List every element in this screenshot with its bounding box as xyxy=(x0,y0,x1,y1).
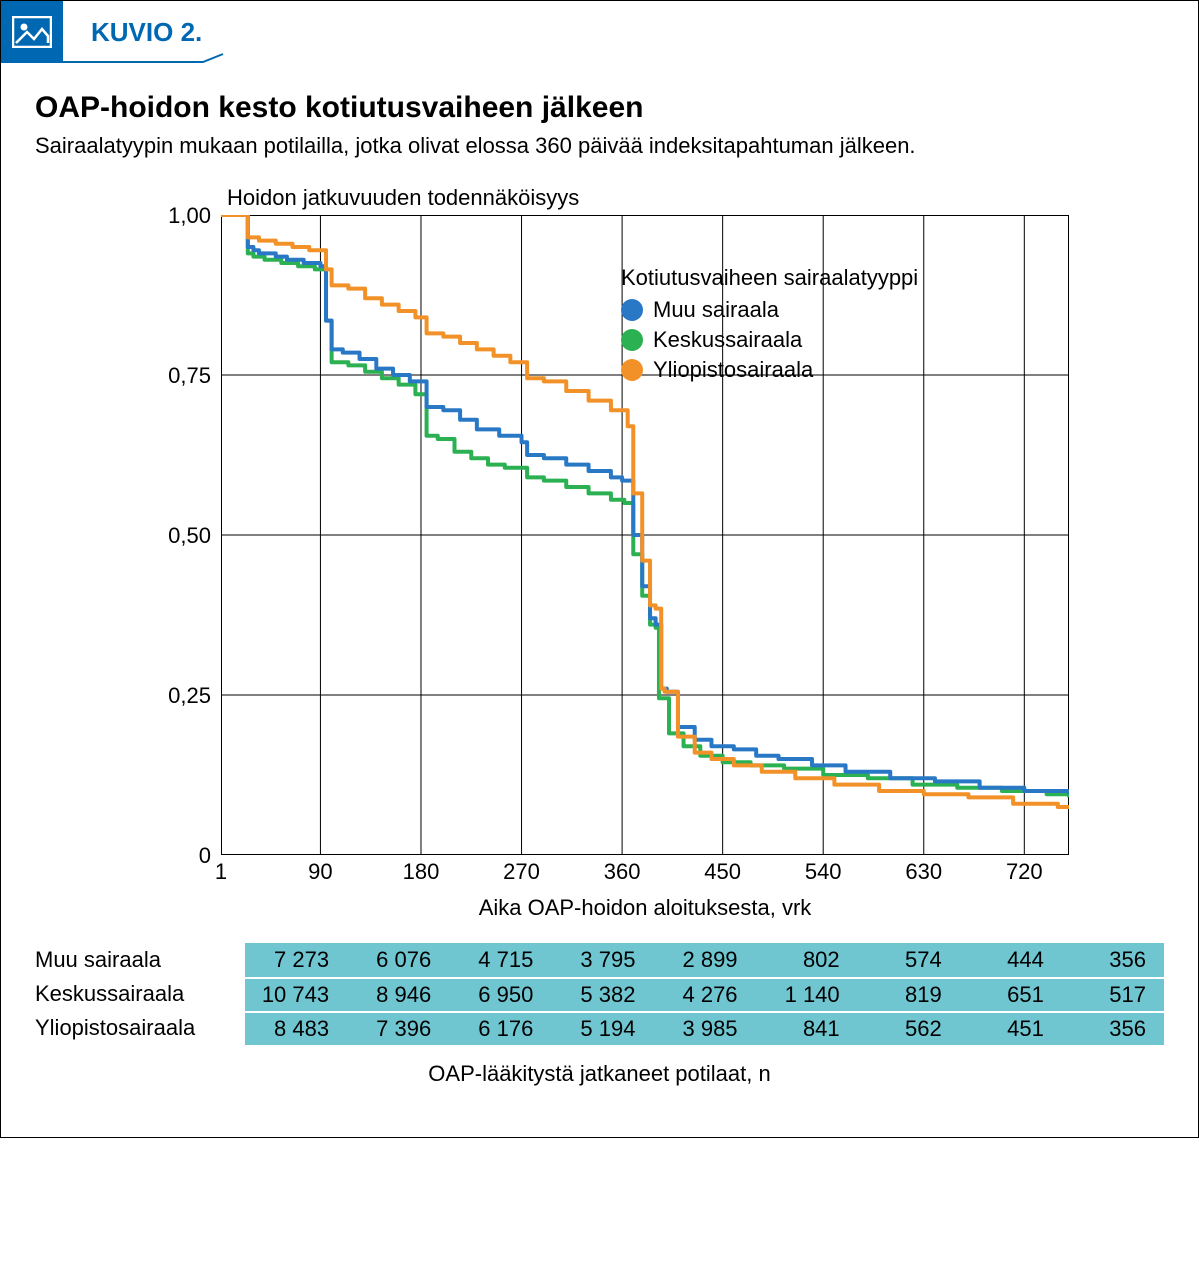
legend-dot xyxy=(621,299,643,321)
x-tick-label: 450 xyxy=(704,859,741,885)
y-tick-labels: 00,250,500,751,00 xyxy=(35,215,221,855)
risk-row-label: Yliopistosairaala xyxy=(35,1011,245,1045)
risk-cell: 4 276 xyxy=(653,979,755,1011)
risk-cell: 574 xyxy=(858,943,960,977)
risk-table-caption: OAP-lääkitystä jatkaneet potilaat, n xyxy=(35,1061,1164,1087)
x-tick-label: 90 xyxy=(308,859,332,885)
legend-title: Kotiutusvaiheen sairaalatyyppi xyxy=(621,265,918,291)
risk-cell: 6 076 xyxy=(347,943,449,977)
chart-area: Hoidon jatkuvuuden todennäköisyys 0 0,25 0… xyxy=(1,175,1198,943)
risk-cell: 444 xyxy=(960,943,1062,977)
risk-cell: 7 273 xyxy=(245,943,347,977)
risk-cell: 3 795 xyxy=(551,943,653,977)
y-tick-label: 1,00 xyxy=(168,203,211,229)
risk-cell: 802 xyxy=(756,943,858,977)
risk-cell: 4 715 xyxy=(449,943,551,977)
risk-row-cells: 7 2736 0764 7153 7952 899802574444356 xyxy=(245,943,1164,977)
header-divider xyxy=(63,53,363,63)
legend-item-yliopisto: Yliopistosairaala xyxy=(621,357,918,383)
chart-subtitle: Sairaalatyypin mukaan potilailla, jotka … xyxy=(35,133,1164,159)
risk-cell: 841 xyxy=(756,1013,858,1045)
risk-table-row: Yliopistosairaala8 4837 3966 1765 1943 9… xyxy=(35,1011,1164,1045)
title-block: OAP-hoidon kesto kotiutusvaiheen jälkeen… xyxy=(1,63,1198,175)
risk-cell: 5 382 xyxy=(551,979,653,1011)
risk-cell: 7 396 xyxy=(347,1013,449,1045)
risk-cell: 5 194 xyxy=(551,1013,653,1045)
risk-table-row: Keskussairaala10 7438 9466 9505 3824 276… xyxy=(35,977,1164,1011)
risk-cell: 517 xyxy=(1062,979,1164,1011)
risk-cell: 451 xyxy=(960,1013,1062,1045)
risk-cell: 356 xyxy=(1062,943,1164,977)
risk-row-label: Keskussairaala xyxy=(35,977,245,1011)
risk-row-cells: 10 7438 9466 9505 3824 2761 140819651517 xyxy=(245,977,1164,1011)
plot-box: Kotiutusvaiheen sairaalatyyppi Muu saira… xyxy=(221,215,1069,855)
y-tick-label: 0 xyxy=(199,843,211,869)
risk-cell: 356 xyxy=(1062,1013,1164,1045)
legend-item-keskus: Keskussairaala xyxy=(621,327,918,353)
risk-cell: 6 950 xyxy=(449,979,551,1011)
x-tick-label: 270 xyxy=(503,859,540,885)
legend: Kotiutusvaiheen sairaalatyyppi Muu saira… xyxy=(621,265,918,387)
legend-label: Keskussairaala xyxy=(653,327,802,353)
risk-cell: 651 xyxy=(960,979,1062,1011)
legend-item-muu: Muu sairaala xyxy=(621,297,918,323)
x-tick-label: 720 xyxy=(1006,859,1043,885)
risk-cell: 10 743 xyxy=(245,979,347,1011)
image-icon xyxy=(1,1,63,63)
chart-title: OAP-hoidon kesto kotiutusvaiheen jälkeen xyxy=(35,91,1164,125)
risk-row-cells: 8 4837 3966 1765 1943 985841562451356 xyxy=(245,1011,1164,1045)
risk-cell: 2 899 xyxy=(653,943,755,977)
x-tick-label: 360 xyxy=(604,859,641,885)
risk-cell: 819 xyxy=(858,979,960,1011)
risk-cell: 6 176 xyxy=(449,1013,551,1045)
y-axis-title: Hoidon jatkuvuuden todennäköisyys xyxy=(227,185,1164,211)
x-tick-label: 540 xyxy=(805,859,842,885)
x-tick-labels: 190180270360450540630720 xyxy=(221,855,1069,889)
y-tick-label: 0,50 xyxy=(168,523,211,549)
figure-header: KUVIO 2. xyxy=(1,1,1198,63)
y-tick-label: 0,75 xyxy=(168,363,211,389)
legend-dot xyxy=(621,359,643,381)
legend-label: Yliopistosairaala xyxy=(653,357,813,383)
risk-cell: 3 985 xyxy=(653,1013,755,1045)
plot-wrapper: 00,250,500,751,00 Kotiutusvaiheen sairaa… xyxy=(35,215,1164,855)
legend-label: Muu sairaala xyxy=(653,297,779,323)
risk-row-label: Muu sairaala xyxy=(35,943,245,977)
x-axis-title: Aika OAP-hoidon aloituksesta, vrk xyxy=(221,895,1069,921)
risk-cell: 1 140 xyxy=(756,979,858,1011)
legend-dot xyxy=(621,329,643,351)
figure-label: KUVIO 2. xyxy=(81,11,262,53)
x-tick-label: 630 xyxy=(905,859,942,885)
x-tick-label: 1 xyxy=(215,859,227,885)
risk-cell: 8 946 xyxy=(347,979,449,1011)
y-tick-label: 0,25 xyxy=(168,683,211,709)
risk-table-row: Muu sairaala7 2736 0764 7153 7952 899802… xyxy=(35,943,1164,977)
figure-container: KUVIO 2. OAP-hoidon kesto kotiutusvaihee… xyxy=(0,0,1199,1138)
x-tick-label: 180 xyxy=(403,859,440,885)
risk-cell: 8 483 xyxy=(245,1013,347,1045)
risk-cell: 562 xyxy=(858,1013,960,1045)
risk-table: Muu sairaala7 2736 0764 7153 7952 899802… xyxy=(1,943,1198,1137)
